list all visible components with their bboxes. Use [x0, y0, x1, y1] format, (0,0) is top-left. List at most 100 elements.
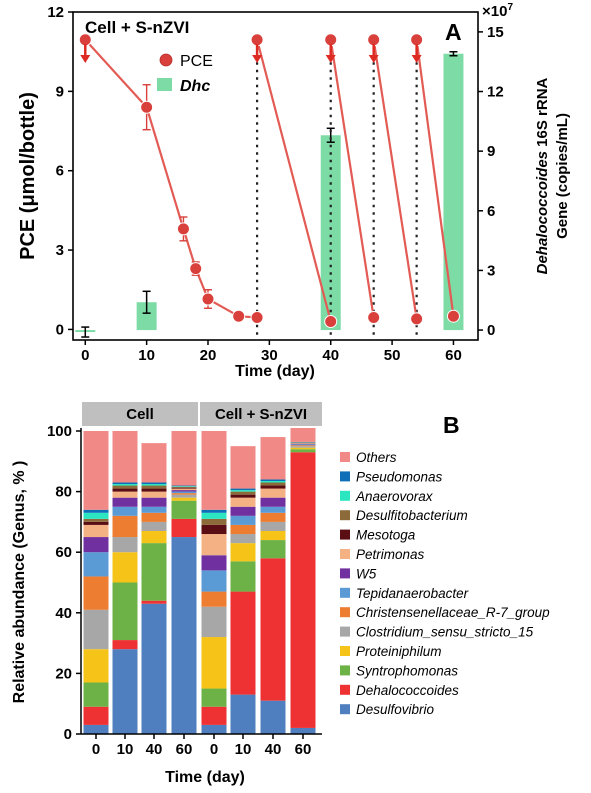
panel-a-plot-frame — [72, 11, 479, 341]
legend-label-mesotoga: Mesotoga — [356, 528, 416, 543]
bar-2-w5 — [112, 497, 138, 507]
group-header-cell — [82, 402, 198, 426]
bar-7-dehalococcoides — [260, 558, 286, 701]
pce-point-4-day-54 — [410, 312, 424, 326]
bar-2-dehalococcoides — [112, 640, 138, 650]
panel-a-ylabel: PCE (μmol/bottle) — [17, 92, 39, 260]
pce-points — [78, 33, 460, 328]
bar-4-desulfovibrio — [171, 537, 197, 734]
bar-2-syntrophomonas — [112, 582, 138, 641]
panel-b-y-ticks: 0 20 40 60 80 100 — [47, 423, 81, 743]
bar-1-proteiniphilum — [83, 649, 109, 683]
bar-1-petrimonas — [83, 524, 109, 538]
bar-5-desulfitobacterium — [201, 518, 227, 525]
bar-4-dehalococcoides — [171, 518, 197, 538]
bar-3-dehalococcoides — [141, 600, 167, 604]
pce-line-segment-3 — [329, 39, 375, 318]
bar-8-proteiniphilum — [290, 447, 316, 450]
bar-1-tepidanaerobacter — [83, 552, 109, 577]
group-label-cell: Cell — [126, 406, 154, 423]
b-y-tick-label-80: 80 — [55, 484, 72, 501]
bar-7-w5 — [260, 497, 286, 507]
panel-a-y2-multiplier-exponent: 7 — [507, 2, 513, 13]
bar-3-desulfitobacterium — [141, 485, 167, 489]
bar-6-proteiniphilum — [230, 543, 256, 562]
bar-4-desulfitobacterium — [171, 486, 197, 488]
bar-8-clostridium-sensu-stricto-15 — [290, 446, 316, 448]
legend-swatch-dehalococcoides — [340, 684, 350, 695]
b-y-tick-label-20: 20 — [55, 665, 72, 682]
bar-5-anaerovorax — [201, 512, 227, 519]
pce-point-3-day-40 — [324, 33, 338, 47]
bar-2-clostridium-sensu-stricto-15 — [112, 537, 138, 553]
legend-swatch-desulfovibrio — [340, 704, 350, 715]
bar-4-others — [171, 431, 197, 486]
bar-4-tepidanaerobacter — [171, 491, 197, 494]
legend-dhc-label: Dhc — [180, 78, 210, 95]
pce-point-1-day-10 — [140, 100, 154, 114]
bar-1-w5 — [83, 537, 109, 553]
pce-point-1-day-20 — [201, 292, 215, 306]
pce-line-segment-2 — [256, 39, 332, 322]
bar-1-anaerovorax — [83, 512, 109, 519]
pce-point-5-day-54 — [410, 33, 424, 47]
legend-label-others: Others — [356, 450, 397, 465]
legend-swatch-anaerovorax — [340, 490, 350, 501]
bar-6-w5 — [230, 506, 256, 516]
pce-line-segment-5 — [415, 39, 455, 317]
bar-4-mesotoga — [171, 487, 197, 489]
bar-2-anaerovorax — [112, 484, 138, 486]
bar-6-dehalococcoides — [230, 591, 256, 695]
b-x-tick-label-1: 0 — [92, 741, 100, 758]
legend-swatch-petrimonas — [340, 549, 350, 559]
bar-7-clostridium-sensu-stricto-15 — [260, 521, 286, 531]
bar-7-proteiniphilum — [260, 530, 286, 541]
bar-6-petrimonas — [230, 497, 256, 507]
x-tick-label-10: 10 — [138, 347, 155, 364]
bar-7-tepidanaerobacter — [260, 506, 286, 513]
bar-2-desulfitobacterium — [112, 485, 138, 489]
y2-tick-label-15: 15 — [487, 24, 504, 41]
bar-3-petrimonas — [141, 491, 167, 498]
panel-a-xlabel: Time (day) — [235, 363, 315, 380]
bar-6-tepidanaerobacter — [230, 515, 256, 525]
bar-6-mesotoga — [230, 494, 256, 498]
bar-8-petrimonas — [290, 443, 316, 444]
legend-swatch-tepidanaerobacter — [340, 587, 350, 598]
bar-1-mesotoga — [83, 521, 109, 525]
bar-6-others — [230, 446, 256, 489]
bar-4-proteiniphilum — [171, 497, 197, 501]
bar-7-christensenellaceae-r-7-group — [260, 512, 286, 522]
b-x-tick-label-7: 40 — [265, 741, 282, 758]
spike-arrow-head-day-28 — [252, 55, 263, 63]
y2-tick-label-3: 3 — [487, 262, 495, 279]
panel-b-legend: Others Pseudomonas Anaerovorax Desulfitobac… — [340, 450, 550, 717]
bar-7-pseudomonas — [260, 479, 286, 481]
panel-a-letter: A — [445, 19, 462, 45]
spike-arrow-head-day-0 — [80, 55, 91, 63]
bar-2-others — [112, 431, 138, 483]
b-x-tick-label-5: 0 — [210, 741, 218, 758]
pce-lines — [84, 39, 455, 322]
legend-label-christensenellaceae-r-7-group: Christensenellaceae_R-7_group — [356, 605, 550, 620]
legend-swatch-syntrophomonas — [340, 665, 350, 676]
panel-a-y2label-line1: Dehalococcoides 16S rRNA — [534, 77, 551, 274]
bar-5-others — [201, 431, 227, 510]
y-tick-label-6: 6 — [56, 163, 64, 180]
bar-6-pseudomonas — [230, 488, 256, 491]
y-tick-label-9: 9 — [56, 83, 64, 100]
spike-arrow-head-day-40 — [325, 55, 336, 63]
bar-5-dehalococcoides — [201, 706, 227, 725]
pce-point-1-day-0 — [78, 33, 92, 47]
dhc-bar-day-60 — [443, 53, 464, 331]
panel-b: Cell Cell + S-nZVI B Time (day) Relative… — [11, 402, 550, 786]
stacked-bars — [83, 427, 316, 734]
legend-swatch-mesotoga — [340, 529, 350, 540]
bar-7-desulfitobacterium — [260, 482, 286, 486]
y-tick-label-12: 12 — [47, 4, 64, 21]
bar-8-w5 — [290, 443, 316, 445]
bar-1-christensenellaceae-r-7-group — [83, 576, 109, 610]
bar-7-desulfovibrio — [260, 700, 286, 734]
pce-point-1-day-28 — [250, 311, 264, 325]
